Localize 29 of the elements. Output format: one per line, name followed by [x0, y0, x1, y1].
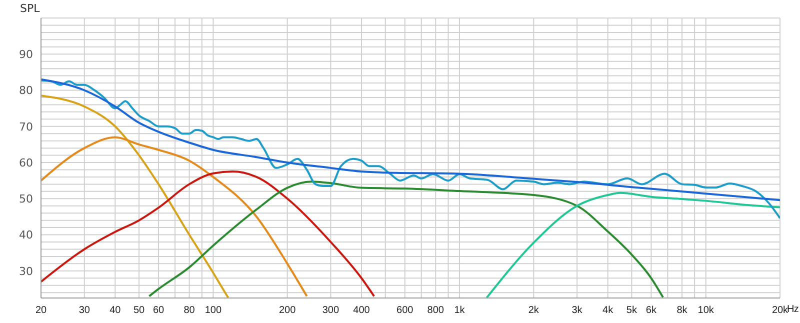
- x-tick-label: 40: [110, 305, 122, 316]
- y-tick-label: 90: [19, 48, 33, 62]
- x-tick-label: 800: [427, 305, 444, 316]
- x-tick-label: 20: [35, 305, 47, 316]
- x-tick-label: 200: [278, 305, 296, 316]
- x-tick-label: 10k: [698, 305, 715, 316]
- x-tick-label: 300: [322, 305, 340, 316]
- y-axis-title: SPL: [20, 2, 40, 15]
- x-tick-label: 6k: [646, 305, 658, 316]
- y-tick-label: 30: [19, 264, 33, 278]
- x-tick-label: 8k: [676, 305, 688, 316]
- x-tick-label: 4k: [602, 305, 614, 316]
- x-tick-label: 60: [152, 305, 165, 316]
- y-tick-label: 80: [19, 84, 33, 98]
- y-tick-label: 70: [19, 120, 33, 134]
- x-tick-label: 1k: [454, 305, 466, 316]
- x-tick-label: 3k: [572, 305, 584, 316]
- x-tick-label: 50: [133, 305, 146, 316]
- x-tick-label: 600: [396, 305, 414, 316]
- x-tick-label: 5k: [626, 305, 638, 316]
- y-tick-label: 40: [19, 228, 33, 242]
- x-axis-title: Hz: [787, 304, 799, 316]
- y-tick-label: 60: [19, 156, 33, 170]
- x-tick-label: 2k: [528, 305, 540, 316]
- x-tick-label: 30: [78, 305, 90, 316]
- x-tick-label: 100: [204, 305, 222, 316]
- x-tick-label: 80: [184, 305, 196, 316]
- y-tick-label: 50: [19, 192, 33, 206]
- x-tick-label: 400: [353, 305, 370, 316]
